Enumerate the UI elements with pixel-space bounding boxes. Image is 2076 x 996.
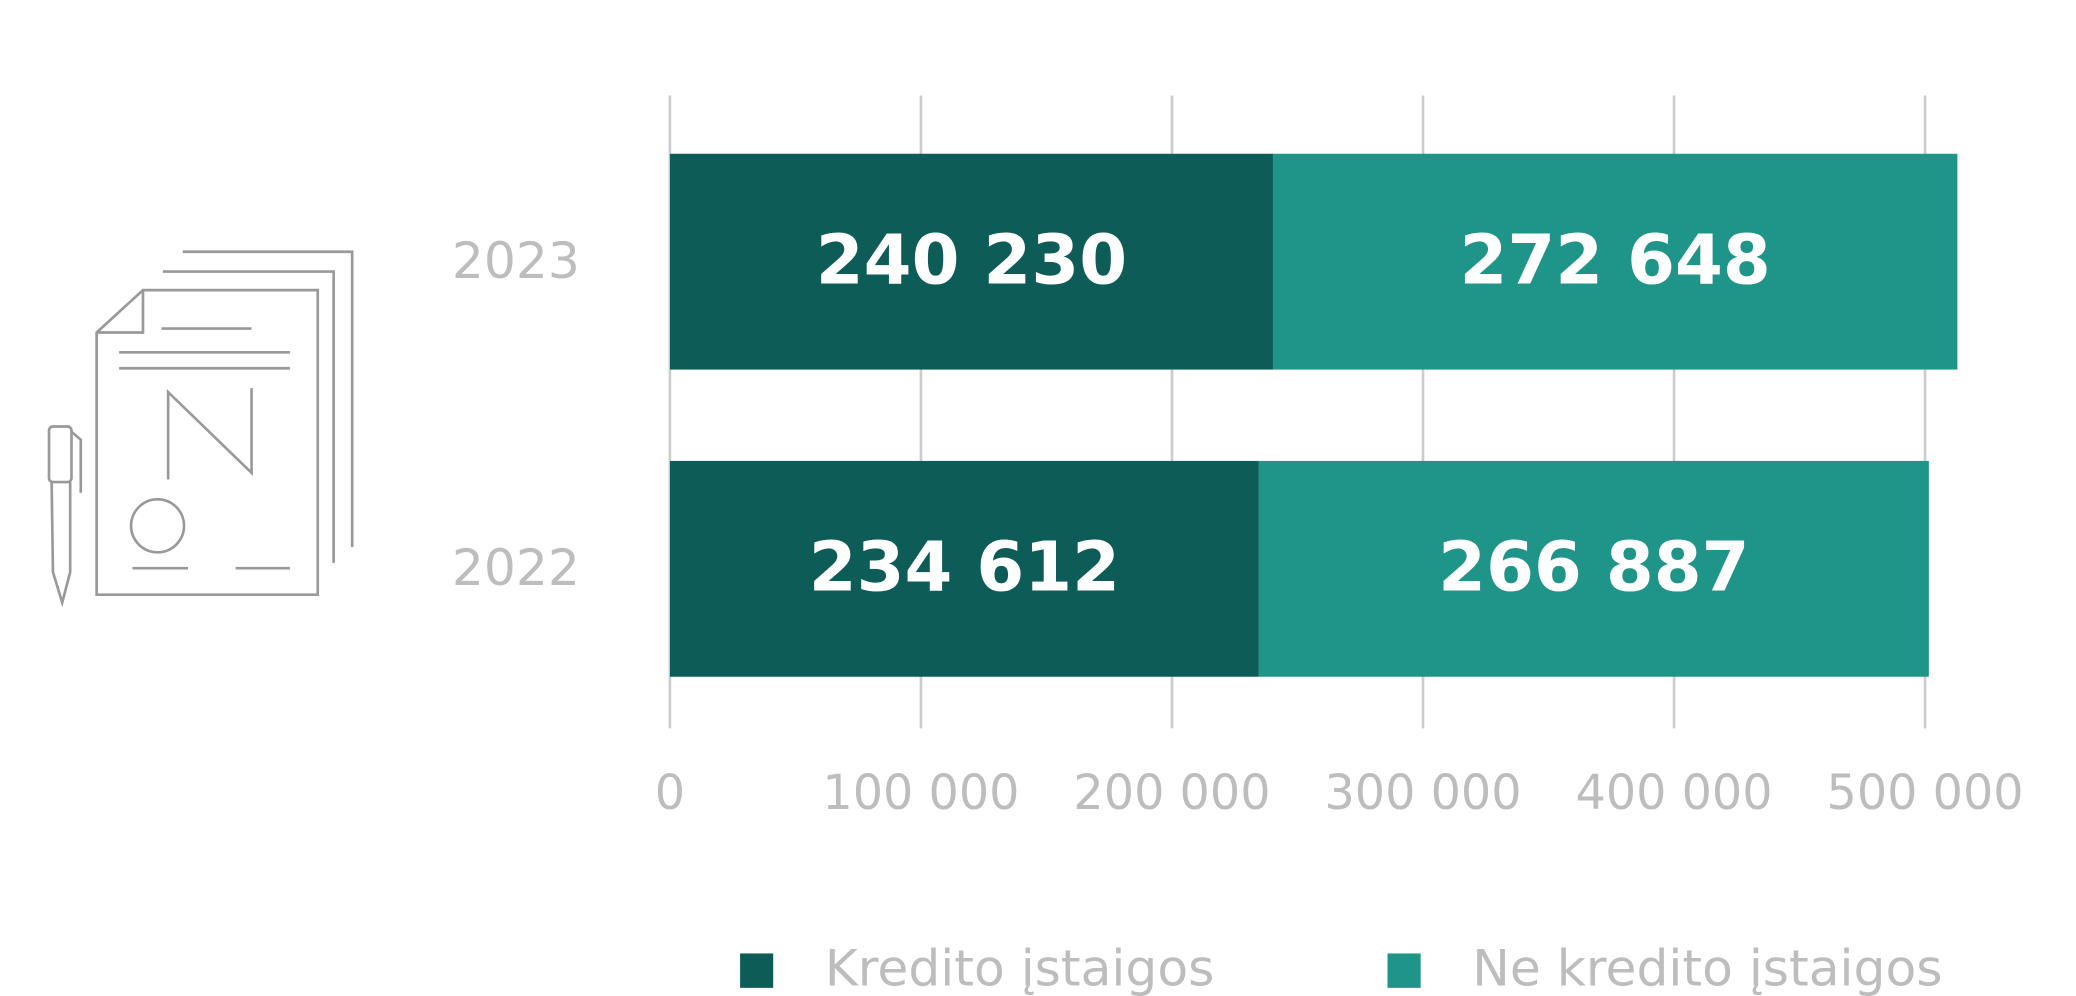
x-tick-label: 300 000 — [1324, 766, 1521, 821]
legend-swatch — [1387, 953, 1421, 988]
bar-segment — [669, 153, 1273, 370]
document-icon — [47, 250, 354, 608]
value-label: 234 612 — [809, 528, 1120, 608]
value-label: 272 648 — [1460, 220, 1771, 300]
bar-segment — [669, 460, 1259, 677]
x-tick-label: 100 000 — [822, 766, 1019, 821]
x-tick-label: 200 000 — [1073, 766, 1270, 821]
legend-swatch — [740, 953, 774, 988]
legend-label: Kredito įstaigos — [825, 938, 1214, 996]
bar-segment — [1258, 460, 1929, 677]
x-tick-label: 0 — [655, 766, 685, 821]
x-tick-label: 500 000 — [1827, 766, 2024, 821]
category-label: 2023 — [452, 231, 580, 290]
legend-label: Ne kredito įstaigos — [1472, 938, 1942, 996]
bar-segment — [1272, 153, 1958, 370]
x-tick-label: 400 000 — [1576, 766, 1773, 821]
category-label: 2022 — [452, 538, 580, 597]
value-label: 240 230 — [816, 220, 1127, 300]
value-label: 266 887 — [1438, 528, 1749, 608]
